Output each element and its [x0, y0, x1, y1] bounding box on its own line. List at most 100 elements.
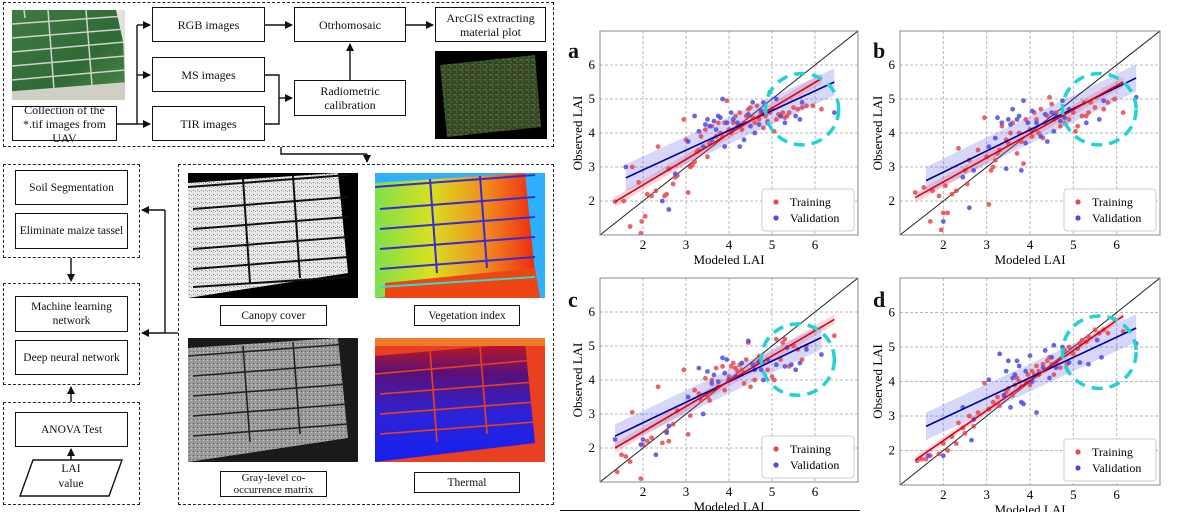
validation-point — [1023, 368, 1029, 374]
lai-value-label: LAI value — [20, 462, 122, 492]
training-point — [685, 190, 691, 195]
training-point — [975, 147, 981, 153]
training-point — [752, 377, 758, 383]
flowchart-connectors — [19, 21, 434, 497]
validation-point — [797, 360, 803, 366]
training-point — [1040, 361, 1046, 367]
legend-marker-training — [773, 446, 779, 452]
validation-point — [966, 205, 972, 211]
x-tick-label: 5 — [769, 484, 776, 499]
training-point — [653, 188, 659, 194]
x-tick-label: 5 — [1070, 487, 1077, 502]
training-point — [1120, 110, 1126, 115]
radiometric-calibration-box: Radiometric calibration — [294, 80, 406, 116]
legend-marker-training — [1075, 199, 1081, 205]
training-point — [1105, 100, 1111, 105]
legend-marker-training — [1075, 449, 1081, 455]
vegetation-index-image — [375, 173, 545, 298]
validation-point — [797, 117, 803, 122]
validation-point — [804, 347, 809, 352]
validation-point — [745, 338, 751, 344]
validation-point — [700, 411, 706, 417]
training-point — [748, 384, 753, 390]
training-point — [921, 185, 927, 190]
highlight-ellipse — [763, 71, 841, 147]
validation-point — [940, 219, 946, 224]
legend-label-training: Training — [790, 442, 831, 456]
training-point — [1038, 106, 1044, 112]
training-point — [956, 145, 961, 151]
eliminate-tassel-box: Eliminate maize tassel — [15, 213, 128, 249]
y-axis-label: Observed LAI — [570, 96, 585, 171]
training-point — [1079, 113, 1085, 119]
collection-box: Collection of the *.tif images from UAV — [12, 103, 117, 145]
training-point — [990, 164, 996, 170]
anova-test-box: ANOVA Test — [15, 412, 128, 447]
bottom-rule — [560, 510, 860, 511]
training-point — [1034, 363, 1039, 369]
training-point — [724, 98, 730, 104]
training-point — [741, 381, 747, 386]
x-axis-label: Modeled LAI — [994, 252, 1065, 267]
y-tick-label: 2 — [889, 443, 896, 458]
legend-label-validation: Validation — [1092, 461, 1141, 475]
training-fit-line — [614, 77, 822, 203]
extracted-plot-image — [435, 51, 547, 139]
y-tick-label: 3 — [589, 159, 596, 174]
y-tick-label: 3 — [889, 159, 896, 174]
rgb-images-box: RGB images — [152, 7, 265, 42]
validation-point — [724, 120, 730, 126]
uav-field-photo — [12, 10, 125, 100]
training-point — [659, 440, 665, 446]
x-tick-label: 4 — [1027, 237, 1034, 252]
validation-point — [773, 362, 779, 368]
validation-point — [940, 453, 946, 459]
y-tick-label: 5 — [589, 338, 596, 353]
validation-point — [1042, 111, 1048, 117]
training-point — [1066, 117, 1072, 122]
training-point — [670, 421, 676, 427]
validation-point — [722, 370, 728, 376]
training-point — [1101, 106, 1107, 112]
validation-point — [739, 360, 745, 366]
acquisition-group — [3, 2, 554, 147]
validation-point — [761, 377, 766, 383]
validation-point — [711, 372, 717, 378]
x-tick-label: 6 — [812, 237, 819, 252]
training-point — [739, 367, 745, 373]
validation-point — [1040, 365, 1046, 371]
training-point — [1044, 358, 1050, 364]
legend-label-training: Training — [1092, 445, 1133, 459]
validation-point — [1066, 360, 1072, 365]
training-point — [1025, 372, 1031, 377]
validation-point — [1003, 166, 1009, 172]
validation-point — [1018, 168, 1024, 173]
validation-point — [1001, 392, 1007, 398]
training-point — [681, 117, 687, 122]
validation-point — [1062, 115, 1068, 121]
training-point — [649, 435, 654, 441]
training-point — [670, 181, 676, 187]
deep-neural-network-box: Deep neural network — [15, 340, 128, 375]
training-point — [990, 399, 996, 405]
validation-point — [960, 174, 966, 180]
validation-point — [720, 96, 725, 102]
validation-point — [971, 168, 977, 173]
legend-marker-validation — [773, 462, 779, 468]
highlight-ellipse — [759, 322, 837, 398]
y-tick-label: 5 — [889, 91, 896, 106]
validation-point — [1008, 404, 1013, 410]
validation-point — [819, 352, 824, 357]
legend-box — [761, 188, 855, 232]
thermal-image — [375, 338, 545, 462]
training-point — [761, 125, 766, 131]
training-point — [936, 451, 942, 457]
x-tick-label: 6 — [1113, 487, 1120, 502]
validation-point — [685, 394, 691, 400]
x-tick-label: 3 — [683, 237, 690, 252]
x-tick-label: 6 — [1113, 237, 1120, 252]
training-point — [627, 224, 633, 229]
legend-label-validation: Validation — [1092, 211, 1141, 225]
validation-point — [799, 100, 805, 105]
training-point — [919, 456, 925, 462]
